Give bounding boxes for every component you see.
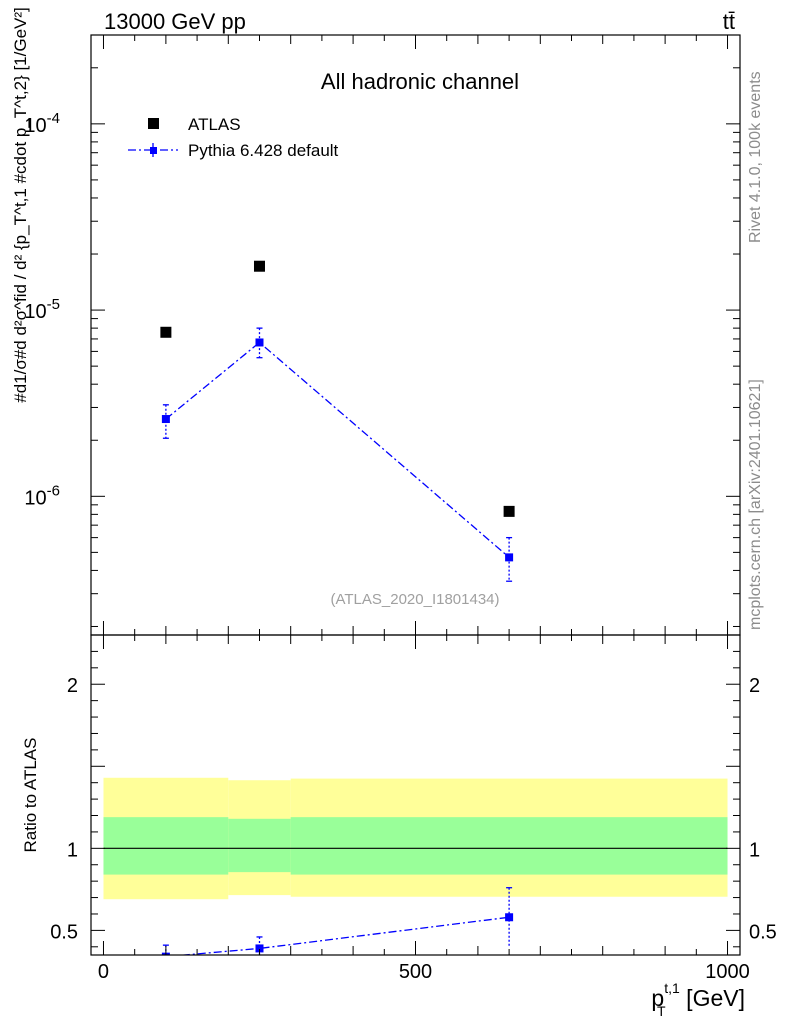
x-axis-label-sup: t,1 [664,980,680,996]
legend-atlas-marker [148,118,159,129]
legend-atlas-label: ATLAS [188,115,241,134]
legend-pythia-marker [150,147,157,154]
plot-title: All hadronic channel [321,69,519,94]
x-tick-label: 500 [399,961,432,983]
ratio-band-segment [228,818,291,873]
energy-label: 13000 GeV pp [104,9,246,34]
ratio-y-tick-label-left: 2 [67,675,78,697]
ratio-y-tick-label-left: 1 [67,839,78,861]
ratio-uncertainty-bands [103,777,728,900]
main-y-tick-label-base: 10 [24,487,46,509]
main-y-tick-label-base: 10 [24,115,46,137]
x-axis-label-unit: [GeV] [680,985,745,1011]
ratio-y-tick-label-right: 2 [749,675,760,697]
ratio-y-tick-label-right: 1 [749,839,760,861]
atlas-data-point [503,505,515,517]
ratio-band-segment [290,817,728,875]
ratio-pythia-point [255,944,264,953]
ratio-y-tick-label-right: 0.5 [749,921,777,943]
legend-pythia-label: Pythia 6.428 default [188,141,339,160]
rivet-version-label: Rivet 4.1.0, 100k events [747,71,764,243]
ratio-y-tick-label-left: 0.5 [50,921,78,943]
x-tick-label: 0 [98,961,109,983]
main-plot-data [160,260,515,582]
process-label: tt̄ [723,9,735,34]
x-axis-label: pt,1 [GeV] [651,980,745,1011]
legend: ATLAS Pythia 6.428 default [128,115,339,160]
ratio-y-axis-label: Ratio to ATLAS [21,738,40,853]
x-axis-label-main: p [651,985,664,1011]
main-y-tick-label-base: 10 [24,301,46,323]
atlas-data-point [253,260,265,272]
main-y-tick-label: 10-5 [24,296,60,323]
ratio-plot-data [161,887,514,955]
x-tick-label: 1000 [705,961,750,983]
atlas-data-point [160,326,172,338]
main-y-tick-label: 10-4 [24,110,60,137]
x-axis-label-sub: T [657,1003,666,1019]
pythia-data-point [255,338,264,347]
ratio-band-segment [103,817,229,875]
axis-ticks [91,35,740,955]
mcplots-label: mcplots.cern.ch [arXiv:2401.10621] [747,379,764,630]
main-y-tick-label: 10-6 [24,482,60,509]
main-y-tick-label-exponent: -4 [47,110,60,127]
pythia-data-point [161,415,170,424]
ratio-pythia-point [505,913,514,922]
main-y-axis-label: #d1/σ#d d²σ^fid / d² {p_T^t,1 #cdot p_T^… [11,7,30,403]
analysis-id-label: (ATLAS_2020_I1801434) [330,591,499,608]
pythia-data-point [505,553,514,562]
main-y-tick-label-exponent: -6 [47,482,60,499]
ratio-panel-frame [90,634,741,956]
pythia-series-line [165,341,510,558]
main-y-tick-label-exponent: -5 [47,296,60,313]
ratio-pythia-line [177,916,510,955]
